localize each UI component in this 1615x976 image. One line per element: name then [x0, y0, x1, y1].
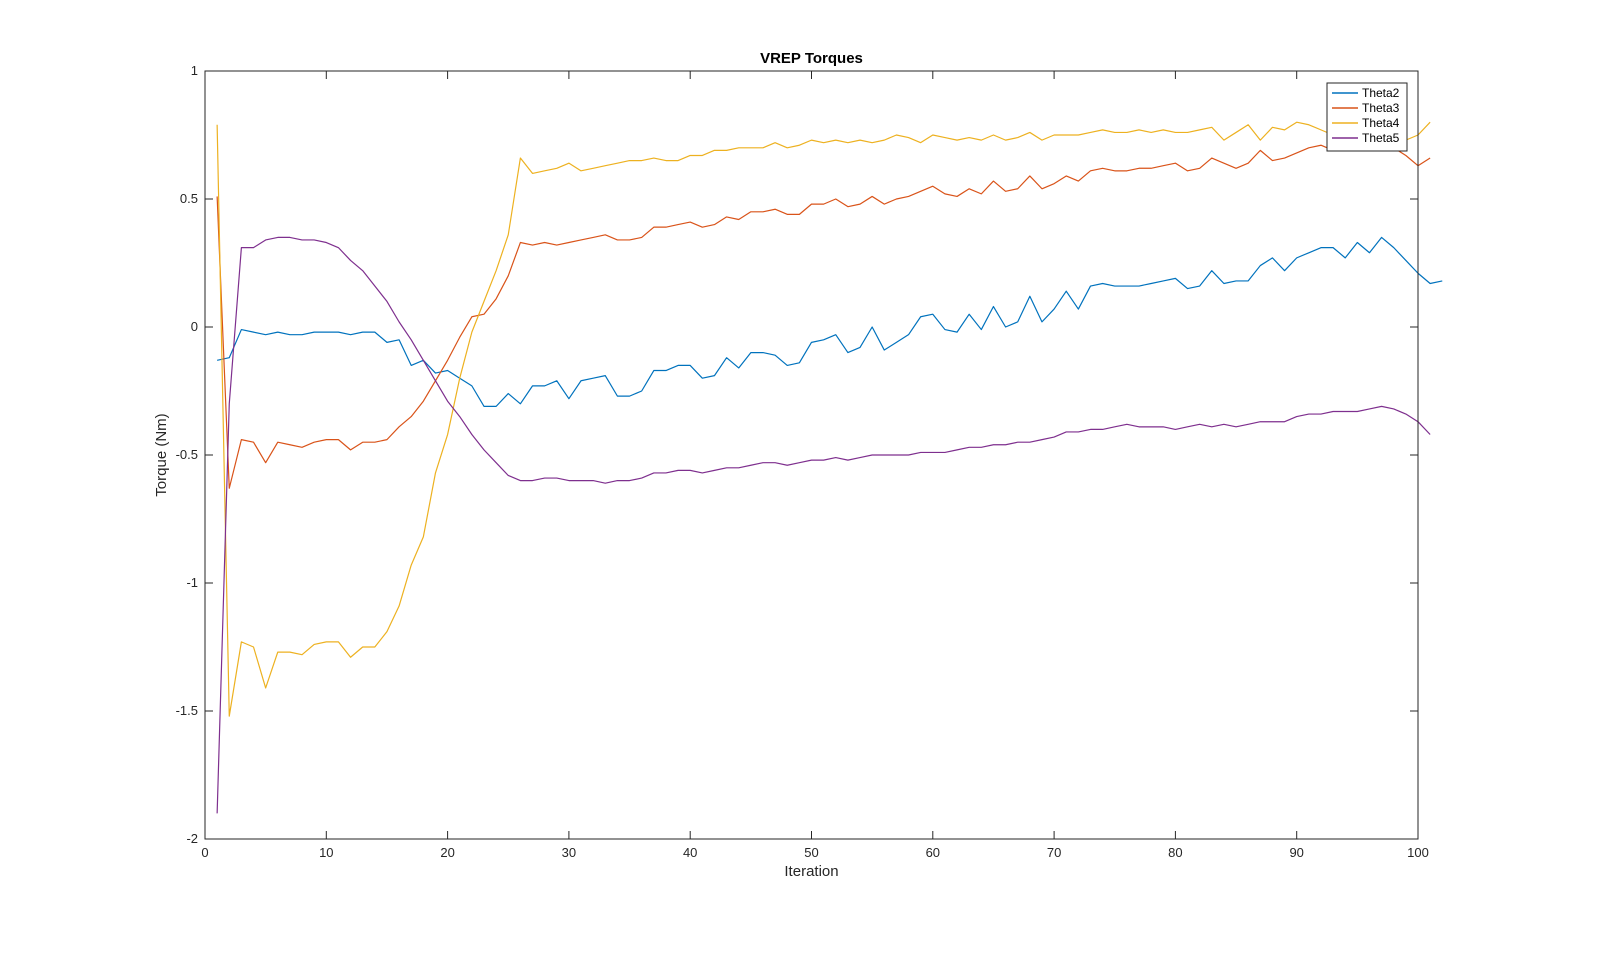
legend-label: Theta5: [1362, 131, 1400, 145]
x-tick-label: 90: [1289, 845, 1303, 860]
series-layer: [216, 121, 1443, 814]
legend-label: Theta4: [1362, 116, 1400, 130]
y-tick-label: -2: [186, 831, 198, 846]
series-line-theta5: [216, 236, 1431, 814]
legend-label: Theta3: [1362, 101, 1400, 115]
x-tick-label: 60: [926, 845, 940, 860]
x-tick-label: 10: [319, 845, 333, 860]
y-axis-label: Torque (Nm): [153, 413, 170, 496]
x-tick-label: 40: [683, 845, 697, 860]
y-tick-label: -1: [186, 575, 198, 590]
x-tick-label: 70: [1047, 845, 1061, 860]
x-tick-label: 50: [804, 845, 818, 860]
series-line-theta3: [216, 142, 1431, 489]
x-axis-label: Iteration: [784, 863, 838, 880]
x-tick-label: 0: [201, 845, 208, 860]
series-line-theta4: [216, 121, 1431, 717]
legend-box: [1326, 82, 1408, 152]
y-tick-label: -0.5: [176, 447, 198, 462]
y-tick-label: 1: [191, 63, 198, 78]
y-tick-label: -1.5: [176, 703, 198, 718]
legend-label: Theta2: [1362, 86, 1400, 100]
x-tick-label: 100: [1407, 845, 1429, 860]
chart-title: VREP Torques: [760, 50, 863, 67]
x-tick-label: 20: [440, 845, 454, 860]
x-tick-label: 80: [1168, 845, 1182, 860]
plot-area: [205, 71, 1418, 839]
y-tick-label: 0.5: [180, 191, 198, 206]
series-line-theta2: [217, 236, 1443, 407]
ticks-layer: 0 10 20 30 40 50 60 70 80 90 100 -2 -1.5 -1 -0.5 0 0.5 1: [176, 63, 1429, 860]
x-tick-label: 30: [562, 845, 576, 860]
y-tick-label: 0: [191, 319, 198, 334]
